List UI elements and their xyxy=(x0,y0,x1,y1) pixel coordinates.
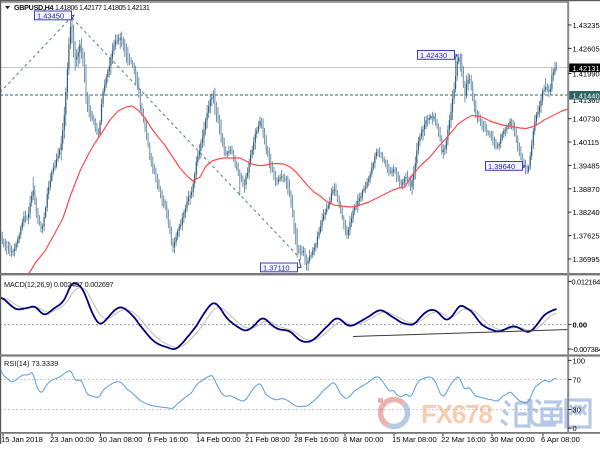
svg-text:30 Mar 00:00: 30 Mar 00:00 xyxy=(490,435,535,444)
svg-text:6 Apr 08:00: 6 Apr 08:00 xyxy=(541,435,580,444)
svg-text:1.43235: 1.43235 xyxy=(573,21,600,30)
svg-text:RSI(14) 73.3339: RSI(14) 73.3339 xyxy=(4,359,58,368)
svg-text:28 Feb 16:00: 28 Feb 16:00 xyxy=(294,435,339,444)
svg-text:30 Jan 08:00: 30 Jan 08:00 xyxy=(99,435,143,444)
svg-text:1.40730: 1.40730 xyxy=(573,115,600,124)
svg-text:1.42430: 1.42430 xyxy=(420,51,447,60)
svg-text:1.39485: 1.39485 xyxy=(573,161,600,170)
svg-text:0.00: 0.00 xyxy=(573,321,588,330)
svg-text:1.42131: 1.42131 xyxy=(573,64,600,73)
svg-text:1.37625: 1.37625 xyxy=(573,232,600,241)
svg-text:1.36995: 1.36995 xyxy=(573,255,600,264)
svg-text:MACD(12,26,9) 0.002407 0.00269: MACD(12,26,9) 0.002407 0.002697 xyxy=(4,280,114,289)
svg-text:1.38240: 1.38240 xyxy=(573,208,600,217)
svg-text:8 Mar 00:00: 8 Mar 00:00 xyxy=(343,435,384,444)
svg-text:1.39640: 1.39640 xyxy=(488,162,515,171)
svg-text:FX678: FX678 xyxy=(421,399,492,429)
svg-text:21 Feb 08:00: 21 Feb 08:00 xyxy=(245,435,290,444)
svg-text:0.012164: 0.012164 xyxy=(572,277,600,286)
svg-text:GBPUSD,H4: GBPUSD,H4 xyxy=(14,3,54,12)
svg-text:-0.007384: -0.007384 xyxy=(572,345,600,354)
svg-text:22 Mar 16:00: 22 Mar 16:00 xyxy=(441,435,486,444)
svg-text:23 Jan 00:00: 23 Jan 00:00 xyxy=(50,435,94,444)
svg-text:1.42605: 1.42605 xyxy=(573,44,600,53)
svg-text:14 Feb 00:00: 14 Feb 00:00 xyxy=(196,435,241,444)
svg-text:1.40115: 1.40115 xyxy=(573,138,600,147)
svg-text:1.43450: 1.43450 xyxy=(37,11,64,20)
svg-text:1.37110: 1.37110 xyxy=(263,263,290,272)
svg-text:15 Jan 2018: 15 Jan 2018 xyxy=(1,435,43,444)
svg-text:1.41990: 1.41990 xyxy=(573,70,600,79)
svg-text:1.41440: 1.41440 xyxy=(573,91,600,100)
svg-text:30: 30 xyxy=(573,406,581,415)
svg-text:0: 0 xyxy=(573,424,577,433)
svg-text:1.41806 1.42177 1.41805 1.4213: 1.41806 1.42177 1.41805 1.42131 xyxy=(55,3,150,12)
svg-text:70: 70 xyxy=(573,376,581,385)
svg-text:6 Feb 16:00: 6 Feb 16:00 xyxy=(148,435,189,444)
svg-text:1.41360: 1.41360 xyxy=(573,96,600,105)
svg-text:15 Mar 08:00: 15 Mar 08:00 xyxy=(392,435,437,444)
svg-text:100: 100 xyxy=(573,356,586,365)
svg-text:1.38870: 1.38870 xyxy=(573,185,600,194)
